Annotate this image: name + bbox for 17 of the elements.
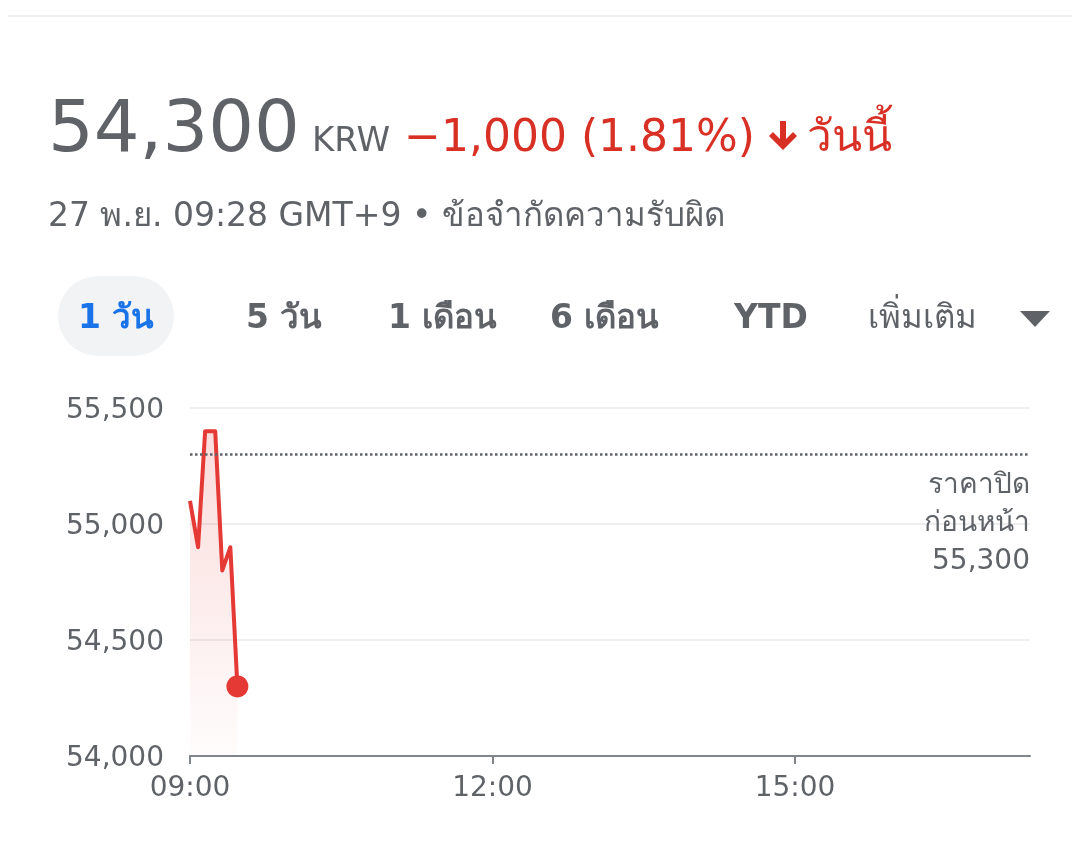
text: −1,000 (1.81%): [404, 110, 756, 161]
y-tick-label: 55,000: [66, 507, 164, 541]
text: เพิ่มเติม: [867, 293, 978, 338]
y-tick-label: 55,500: [66, 391, 164, 425]
ref-line-label: ราคาปิด ก่อนหน้า 55,300: [924, 466, 1030, 576]
text: 5 วัน: [245, 295, 324, 338]
x-tick-label: 12:00: [452, 769, 533, 803]
text: YTD: [733, 295, 809, 338]
text: วันนี้: [807, 103, 893, 163]
chart-subtitle: 27 พ.ย. 09:28 GMT+9 • ข้อจำกัดความรับผิด: [48, 194, 725, 236]
chart-title: 54,300: [48, 84, 300, 168]
text: 1 วัน: [58, 276, 175, 356]
text: 1 เดือน: [387, 295, 499, 338]
x-tick-label: 15:00: [754, 769, 836, 803]
text: 6 เดือน: [549, 295, 661, 338]
y-tick-label: 54,500: [66, 623, 164, 657]
text: KRW: [311, 119, 391, 159]
